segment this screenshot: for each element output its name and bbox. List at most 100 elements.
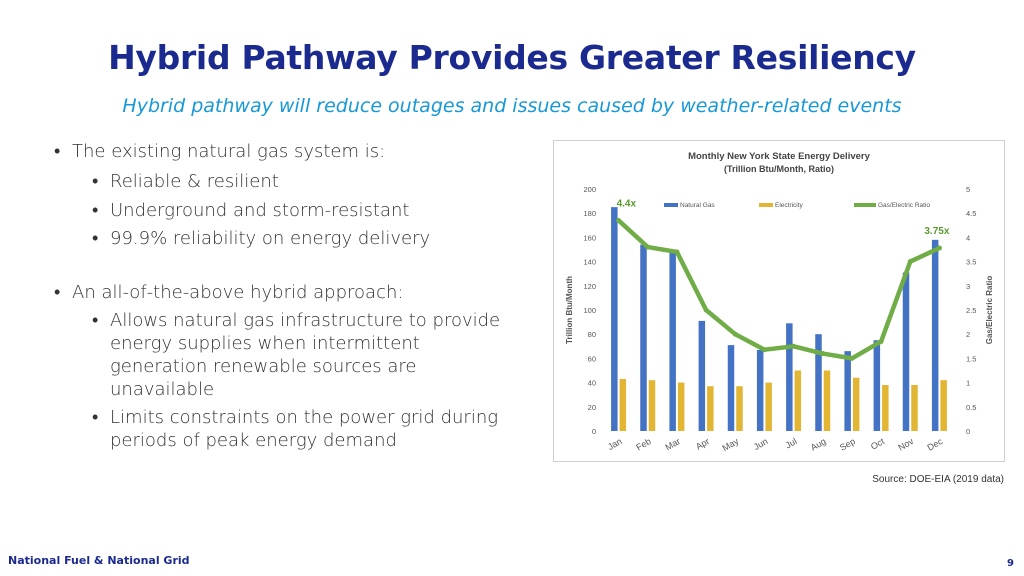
bar-electricity bbox=[940, 380, 947, 431]
x-tick-label: Oct bbox=[869, 436, 887, 452]
y2-tick-label: 2 bbox=[966, 330, 970, 339]
bullet-text: The existing natural gas system is: bbox=[72, 141, 386, 162]
bullet-text: 99.9% reliability on energy delivery bbox=[110, 228, 431, 249]
bar-electricity bbox=[911, 385, 918, 431]
y-tick-label: 140 bbox=[583, 258, 596, 267]
y-tick-label: 60 bbox=[588, 354, 596, 363]
y2-axis-label: Gas/Electric Ratio bbox=[985, 276, 994, 345]
bullet-text-line: Allows natural gas infrastructure to pro… bbox=[110, 310, 501, 331]
y2-tick-label: 2.5 bbox=[966, 306, 976, 315]
ratio-point bbox=[907, 259, 913, 265]
bullet-text-line: Limits constraints on the power grid dur… bbox=[110, 407, 499, 428]
bar-electricity bbox=[852, 377, 860, 431]
bullet-dot: • bbox=[92, 228, 99, 249]
bar-electricity bbox=[677, 382, 685, 431]
y-tick-label: 180 bbox=[583, 209, 596, 218]
y2-tick-label: 1.5 bbox=[966, 354, 976, 363]
x-tick-label: Dec bbox=[926, 436, 945, 453]
y-tick-label: 200 bbox=[583, 185, 596, 194]
ratio-point bbox=[703, 307, 709, 313]
y-tick-label: 100 bbox=[583, 306, 596, 315]
x-tick-label: Jan bbox=[606, 436, 624, 452]
bar-natural-gas bbox=[756, 349, 764, 431]
page-number: 9 bbox=[1007, 558, 1014, 569]
x-tick-label: Apr bbox=[694, 436, 711, 452]
bar-natural-gas bbox=[669, 251, 676, 431]
source-note: Source: DOE-EIA (2019 data) bbox=[872, 474, 1004, 485]
page-subtitle: Hybrid pathway will reduce outages and i… bbox=[122, 95, 902, 117]
bar-electricity bbox=[736, 386, 743, 431]
bar-electricity bbox=[823, 370, 831, 431]
x-tick-label: Feb bbox=[634, 436, 652, 452]
x-tick-label: Nov bbox=[896, 436, 915, 453]
y2-tick-label: 4.5 bbox=[966, 209, 976, 218]
bullet-text-line: periods of peak energy demand bbox=[110, 430, 397, 451]
y2-tick-label: 0 bbox=[966, 427, 970, 436]
x-tick-label: Aug bbox=[809, 436, 828, 453]
legend-label: Electricity bbox=[775, 202, 804, 209]
y-tick-label: 40 bbox=[588, 379, 596, 388]
x-tick-label: Jul bbox=[784, 436, 799, 450]
ratio-annotation: 4.4x bbox=[617, 198, 637, 209]
y2-tick-label: 0.5 bbox=[966, 403, 976, 412]
ratio-point bbox=[878, 338, 884, 344]
bar-natural-gas bbox=[931, 239, 939, 431]
sub-bullet-item: • Allows natural gas infrastructure to p… bbox=[92, 309, 501, 401]
bar-natural-gas bbox=[873, 340, 881, 431]
bar-natural-gas bbox=[727, 345, 735, 431]
chart-title: Monthly New York State Energy Delivery bbox=[688, 151, 871, 162]
bar-natural-gas bbox=[640, 244, 647, 431]
sub-bullet-item: • Underground and storm-resistant bbox=[92, 199, 410, 222]
bar-natural-gas bbox=[844, 351, 851, 431]
bar-natural-gas bbox=[786, 323, 793, 431]
ratio-point bbox=[732, 331, 738, 337]
ratio-point bbox=[820, 351, 826, 357]
ratio-line bbox=[616, 218, 942, 361]
legend-label: Natural Gas bbox=[680, 202, 715, 209]
energy-delivery-chart: Monthly New York State Energy Delivery (… bbox=[565, 151, 994, 453]
bullet-dot: • bbox=[54, 141, 61, 162]
bullet-dot: • bbox=[92, 171, 99, 192]
ratio-point bbox=[936, 245, 942, 251]
y-tick-label: 0 bbox=[592, 427, 596, 436]
ratio-point bbox=[616, 217, 622, 223]
bullet-dot: • bbox=[54, 282, 61, 303]
bar-electricity bbox=[794, 370, 802, 431]
sub-bullet-item: • Reliable & resilient bbox=[92, 170, 279, 193]
y-axis-label: Trillion Btu/Month bbox=[565, 276, 574, 344]
legend-swatch bbox=[759, 203, 773, 207]
y2-tick-label: 1 bbox=[966, 379, 970, 388]
bar-natural-gas bbox=[698, 320, 706, 431]
bullet-text: Reliable & resilient bbox=[110, 171, 279, 192]
ratio-point bbox=[849, 355, 855, 361]
y-tick-label: 80 bbox=[588, 330, 596, 339]
bullet-text-line: generation renewable sources are bbox=[110, 356, 417, 377]
x-tick-label: Mar bbox=[663, 436, 681, 452]
bar-electricity bbox=[648, 380, 656, 431]
ratio-point bbox=[791, 343, 797, 349]
bar-electricity bbox=[765, 382, 772, 431]
y-tick-label: 160 bbox=[583, 233, 596, 242]
bullet-text-line: energy supplies when intermittent bbox=[110, 333, 420, 354]
x-tick-label: Sep bbox=[838, 436, 857, 453]
y-tick-label: 120 bbox=[583, 282, 596, 291]
x-tick-label: Jun bbox=[752, 436, 770, 452]
chart-subtitle: (Trillion Btu/Month, Ratio) bbox=[724, 164, 834, 174]
legend-swatch bbox=[664, 203, 678, 207]
chart-container: Monthly New York State Energy Delivery (… bbox=[553, 140, 1005, 462]
bar-natural-gas bbox=[815, 334, 822, 431]
x-tick-label: May bbox=[721, 436, 741, 453]
y2-tick-label: 5 bbox=[966, 185, 970, 194]
bar-natural-gas bbox=[902, 272, 910, 431]
bullet-item: • An all-of-the-above hybrid approach: bbox=[54, 281, 403, 304]
legend-label: Gas/Electric Ratio bbox=[878, 202, 930, 209]
y-tick-label: 20 bbox=[588, 403, 596, 412]
bullet-dot: • bbox=[92, 310, 99, 331]
bullet-dot: • bbox=[92, 200, 99, 221]
footer-brand: National Fuel & National Grid bbox=[8, 554, 190, 567]
page-title: Hybrid Pathway Provides Greater Resilien… bbox=[108, 38, 916, 77]
bar-electricity bbox=[882, 385, 889, 431]
bullet-text: Underground and storm-resistant bbox=[110, 200, 410, 221]
bullet-item: • The existing natural gas system is: bbox=[54, 140, 386, 163]
ratio-point bbox=[761, 347, 767, 353]
